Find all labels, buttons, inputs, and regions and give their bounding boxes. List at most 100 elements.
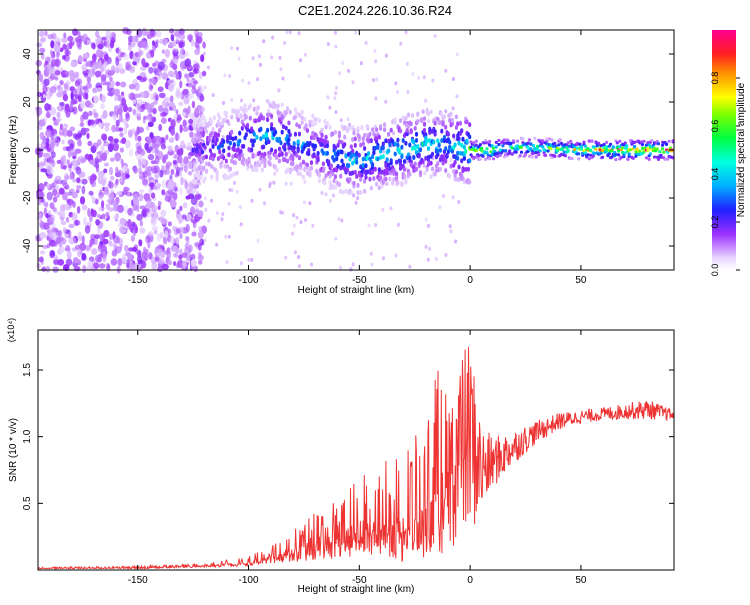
spectrogram-ridge-cell xyxy=(200,149,204,155)
spectrogram-noise-cell xyxy=(267,108,271,113)
spectrogram-noise-cell xyxy=(279,67,283,72)
spectrogram-ridge-cell xyxy=(246,122,250,128)
spectrogram-ridge-cell xyxy=(320,142,324,147)
spectrogram-ridge-cell xyxy=(647,157,651,161)
spectrogram-ridge-cell xyxy=(216,156,220,162)
spectrogram-noise-cell xyxy=(93,262,100,269)
spectrogram-noise-cell xyxy=(172,40,177,47)
spectrogram-noise-cell xyxy=(281,76,285,81)
spectrogram-noise-cell xyxy=(146,211,153,218)
spectrogram-ridge-cell xyxy=(617,149,621,153)
spectrogram-noise-cell xyxy=(161,189,166,196)
spectrogram-ridge-cell xyxy=(526,141,530,145)
spectrogram-noise-cell xyxy=(44,103,50,112)
spectrogram-noise-cell xyxy=(93,95,99,104)
spectrogram-noise-cell xyxy=(151,192,156,199)
spectrogram-ridge-cell xyxy=(593,151,597,155)
spectrogram-noise-cell xyxy=(92,142,99,149)
spectrogram-noise-cell xyxy=(40,162,47,167)
spectrogram-noise-cell xyxy=(72,133,79,139)
spectrogram-noise-cell xyxy=(57,86,64,95)
spectrogram-noise-cell xyxy=(142,261,147,269)
spectrogram-ridge-cell xyxy=(207,161,211,167)
spectrogram-ridge-cell xyxy=(402,167,407,172)
spectrogram-noise-cell xyxy=(324,192,328,197)
spectrogram-ridge-cell xyxy=(428,130,432,135)
spectrogram-ridge-cell xyxy=(198,136,202,142)
spectrogram-ridge-cell xyxy=(379,124,383,129)
spectrogram-noise-cell xyxy=(50,59,58,67)
spectrogram-ridge-cell xyxy=(367,138,371,144)
spectrogram-noise-cell xyxy=(158,123,163,132)
spectrogram-noise-cell xyxy=(146,136,152,142)
spectrogram-noise-cell xyxy=(50,73,56,80)
spectrogram-ridge-cell xyxy=(462,179,466,185)
spectrogram-noise-cell xyxy=(186,213,192,221)
spectrogram-noise-cell xyxy=(167,181,174,190)
spectrogram-noise-cell xyxy=(177,155,183,164)
spectrogram-noise-cell xyxy=(133,165,138,174)
spectrogram-ridge-cell xyxy=(448,173,452,179)
spectrogram-noise-cell xyxy=(154,145,159,154)
spectrogram-ridge-cell xyxy=(212,115,216,121)
spectrogram-ridge-cell xyxy=(259,126,263,132)
spectrogram-noise-cell xyxy=(179,232,183,240)
spectrogram-noise-cell xyxy=(227,201,231,206)
spectrogram-noise-cell xyxy=(151,262,158,270)
spectrogram-noise-cell xyxy=(104,263,108,268)
spectrogram-noise-cell xyxy=(196,123,200,128)
spectrogram-noise-cell xyxy=(423,171,427,176)
spectrogram-ridge-cell xyxy=(562,150,566,154)
spectrogram-noise-cell xyxy=(103,53,109,62)
spectrogram-ridge-cell xyxy=(426,111,431,117)
spectrogram-ridge-cell xyxy=(433,171,437,177)
spectrogram-noise-cell xyxy=(138,239,143,247)
spectrogram-ridge-cell xyxy=(472,141,476,145)
spectrogram-ridge-cell xyxy=(535,144,540,148)
spectrogram-noise-cell xyxy=(117,107,123,115)
spectrogram-ridge-cell xyxy=(497,138,501,142)
spectrogram-ridge-cell xyxy=(458,120,462,126)
spectrogram-ridge-cell xyxy=(375,127,379,132)
spectrogram-noise-cell xyxy=(451,195,455,200)
spectrogram-ridge-cell xyxy=(218,115,222,121)
spectrogram-ridge-cell xyxy=(388,142,392,148)
spectrogram-ridge-cell xyxy=(454,125,458,130)
spectrogram-noise-cell xyxy=(190,258,197,267)
spectrogram-ridge-cell xyxy=(404,140,408,146)
spectrogram-ridge-cell xyxy=(412,155,416,160)
spectrogram-noise-cell xyxy=(178,33,186,40)
spectrogram-noise-cell xyxy=(148,66,154,74)
spectrogram-ridge-cell xyxy=(259,136,263,142)
spectrogram-ridge-cell xyxy=(623,151,627,155)
spectrogram-ridge-cell xyxy=(263,151,267,157)
spectrogram-noise-cell xyxy=(110,31,116,38)
spectrogram-noise-cell xyxy=(179,205,183,212)
spectrogram-ridge-cell xyxy=(456,156,460,161)
spectrogram-ridge-cell xyxy=(438,166,442,172)
spectrogram-noise-cell xyxy=(66,250,72,260)
spectrogram-ridge-cell xyxy=(473,155,477,159)
spectrogram-noise-cell xyxy=(76,40,82,48)
spectrogram-ridge-cell xyxy=(381,141,385,147)
spectrogram-noise-cell xyxy=(289,181,293,186)
spectrogram-ridge-cell xyxy=(478,143,482,147)
spectrogram-ridge-cell xyxy=(280,129,284,135)
spectrogram-noise-cell xyxy=(74,71,80,79)
spectrogram-noise-cell xyxy=(152,78,157,86)
spectrogram-noise-cell xyxy=(191,87,197,95)
spectrogram-noise-cell xyxy=(159,231,164,239)
spectrogram-noise-cell xyxy=(52,196,58,203)
spectrogram-ridge-cell xyxy=(379,155,383,160)
spectrogram-noise-cell xyxy=(332,193,335,198)
spectrogram-noise-cell xyxy=(183,96,190,105)
spectrogram-noise-cell xyxy=(72,237,77,244)
spectrogram-noise-cell xyxy=(187,171,193,176)
spectrogram-ridge-cell xyxy=(368,131,372,137)
spectrogram-noise-cell xyxy=(113,88,120,97)
spectrogram-x-ticks: -150 -100 -50 0 50 xyxy=(128,30,587,286)
spectrogram-ridge-cell xyxy=(333,129,337,135)
spectrogram-noise-cell xyxy=(46,66,54,75)
spectrogram-noise-cell xyxy=(225,260,229,264)
